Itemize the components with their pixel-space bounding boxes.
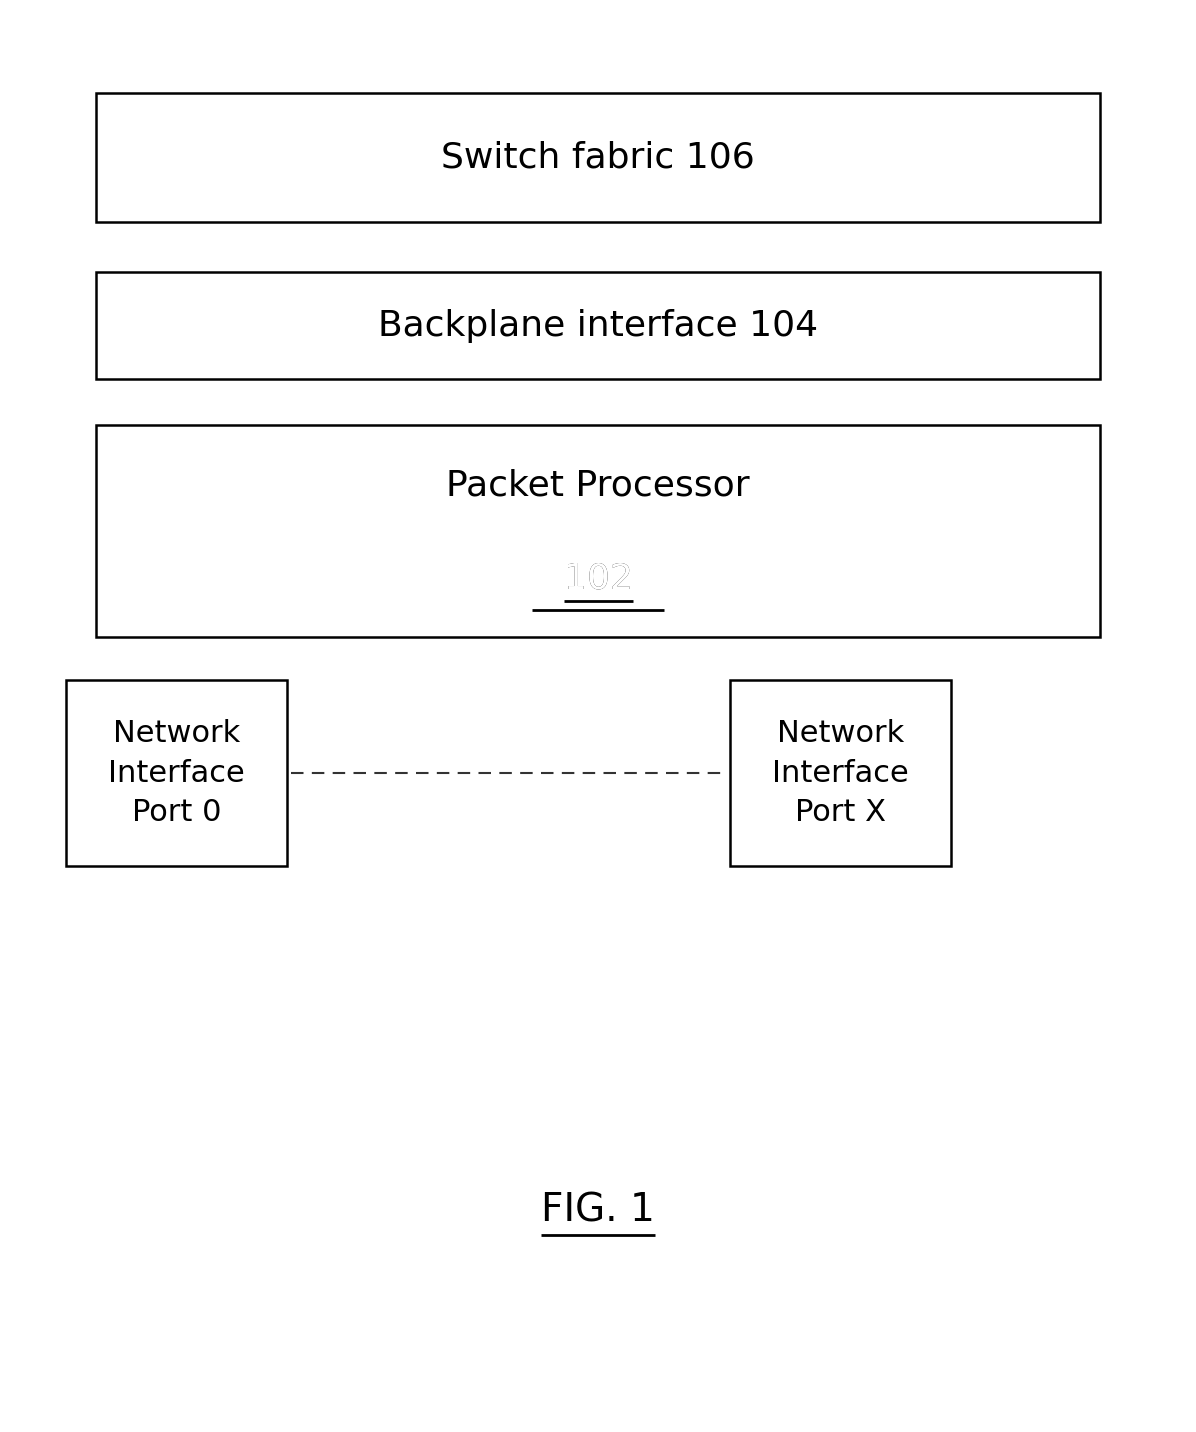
- FancyBboxPatch shape: [66, 680, 287, 866]
- Text: 102: 102: [563, 561, 633, 596]
- Text: Packet Processor: Packet Processor: [446, 468, 750, 503]
- Text: Switch fabric 106: Switch fabric 106: [441, 140, 755, 175]
- FancyBboxPatch shape: [96, 272, 1100, 379]
- Text: Network
Interface
Port 0: Network Interface Port 0: [108, 719, 245, 828]
- FancyBboxPatch shape: [96, 93, 1100, 222]
- FancyBboxPatch shape: [96, 425, 1100, 637]
- Text: 102: 102: [563, 561, 633, 596]
- FancyBboxPatch shape: [730, 680, 951, 866]
- Text: Network
Interface
Port X: Network Interface Port X: [771, 719, 909, 828]
- Text: FIG. 1: FIG. 1: [541, 1191, 655, 1229]
- Text: Backplane interface 104: Backplane interface 104: [378, 309, 818, 342]
